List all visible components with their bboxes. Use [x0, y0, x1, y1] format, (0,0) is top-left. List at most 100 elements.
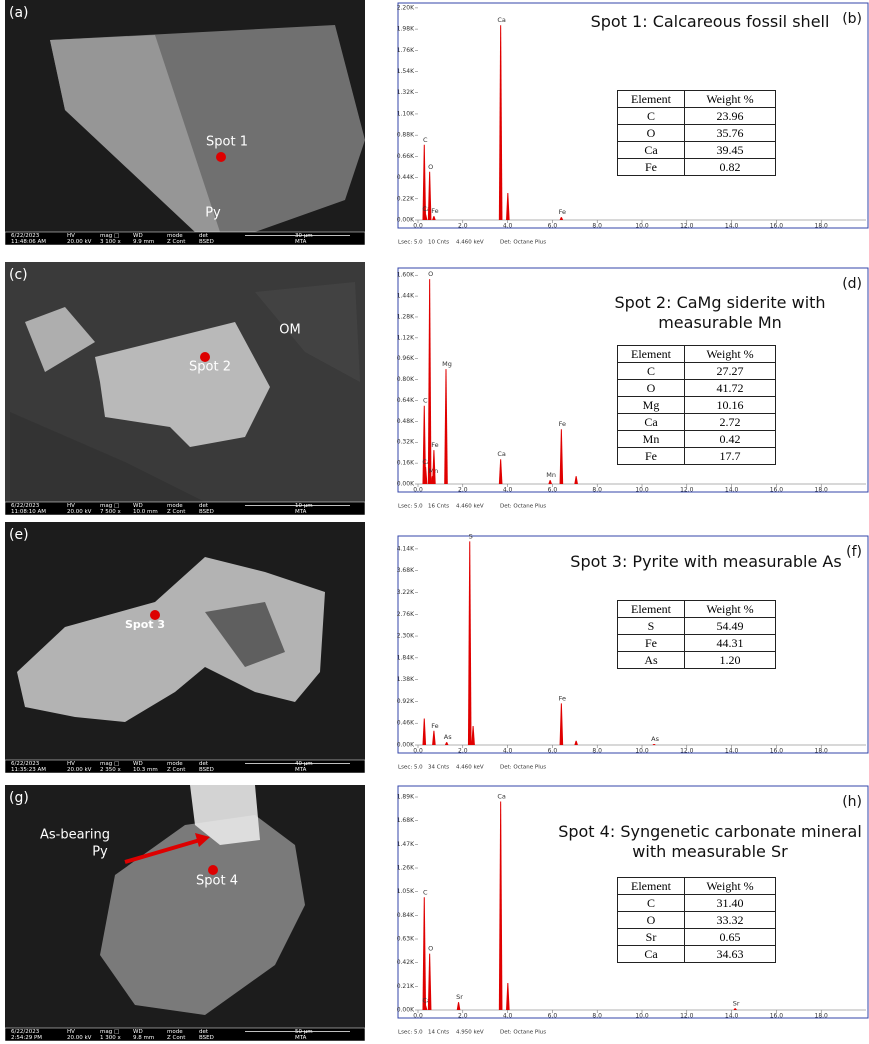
peak [506, 983, 510, 1010]
table-row: O33.32 [618, 912, 776, 929]
peak [574, 741, 578, 745]
info-text: 2:54:29 PM [11, 1035, 42, 1041]
y-tick-label: 0.46K [397, 720, 415, 727]
spot-label: Py [92, 845, 108, 860]
table-cell: C [618, 363, 685, 380]
x-tick-label: 8.0 [592, 487, 602, 494]
info-text: BSED [199, 1035, 214, 1041]
info-text: MTA [295, 767, 307, 773]
x-tick-label: 16.0 [770, 1013, 784, 1020]
peak [560, 429, 564, 484]
spot-label: As-bearing [40, 828, 110, 843]
table-cell: Ca [618, 946, 685, 963]
info-text: BSED [199, 239, 214, 245]
peak [428, 954, 432, 1010]
footer-text: Det: Octane Plus [500, 240, 546, 246]
peak-label: As [651, 735, 659, 743]
table-cell: Mg [618, 397, 685, 414]
info-text: 10.3 mm [133, 767, 158, 773]
table-row: As1.20 [618, 652, 776, 669]
table-cell: O [618, 125, 685, 142]
info-text: Z Cont [167, 509, 186, 515]
spot-label: OM [279, 323, 300, 338]
footer-text: 10 Cnts [428, 240, 449, 246]
peak [499, 25, 503, 220]
spot-marker [216, 152, 226, 162]
peak [499, 459, 503, 484]
panel-label: (d) [842, 276, 862, 292]
x-tick-label: 10.0 [635, 223, 649, 230]
footer-text: Lsec: 5.0 [398, 1030, 423, 1036]
info-bar: 6/22/2023HVmag □WDmodedet10 µm11:08:10 A… [5, 502, 365, 515]
peak-label: As [444, 733, 452, 741]
info-text: 20.00 kV [67, 239, 92, 245]
peak-label: Ca [497, 793, 506, 801]
info-text: 11:08:10 AM [11, 509, 46, 515]
table-cell: 39.45 [685, 142, 776, 159]
y-tick-label: 1.12K [397, 334, 415, 341]
y-tick-label: 1.54K [397, 68, 415, 75]
table-cell: 27.27 [685, 363, 776, 380]
peak-label: Fe [559, 694, 566, 702]
table-cell: Fe [618, 448, 685, 465]
table-header: Element [618, 601, 685, 618]
footer-text: 34 Cnts [428, 765, 449, 771]
y-tick-label: 3.22K [397, 589, 415, 596]
table-header: Weight % [685, 601, 776, 618]
table-header: Element [618, 346, 685, 363]
data-table: ElementWeight %C31.40O33.32Sr0.65Ca34.63 [617, 877, 776, 963]
info-text: 20.00 kV [67, 1035, 92, 1041]
x-tick-label: 0.0 [413, 1013, 423, 1020]
table-cell: 31.40 [685, 895, 776, 912]
peak-label: C [423, 397, 428, 405]
info-text: 20.00 kV [67, 509, 92, 515]
table-cell: C [618, 108, 685, 125]
table-row: Ca39.45 [618, 142, 776, 159]
x-tick-label: 16.0 [770, 487, 784, 494]
table-cell: 23.96 [685, 108, 776, 125]
table-row: Mn0.42 [618, 431, 776, 448]
table-cell: 0.42 [685, 431, 776, 448]
panel-label: (e) [9, 527, 29, 543]
x-tick-label: 2.0 [458, 223, 468, 230]
panel-label: (c) [9, 267, 28, 283]
y-tick-label: 0.92K [397, 698, 415, 705]
y-tick-label: 0.63K [397, 936, 415, 943]
spot-label: Spot 2 [189, 360, 231, 375]
x-tick-label: 0.0 [413, 223, 423, 230]
y-tick-label: 1.60K [397, 272, 415, 279]
peak [422, 897, 426, 1010]
x-tick-label: 8.0 [592, 1013, 602, 1020]
table-cell: 0.82 [685, 159, 776, 176]
y-tick-label: 1.38K [397, 676, 415, 683]
footer-text: 4.460 keV [456, 240, 484, 246]
table-cell: 35.76 [685, 125, 776, 142]
x-tick-label: 10.0 [635, 748, 649, 755]
y-tick-label: 1.68K [397, 817, 415, 824]
sem-image: (g)Spot 4As-bearingPy6/22/2023HVmag □WDm… [5, 785, 365, 1041]
x-tick-label: 8.0 [592, 223, 602, 230]
table-header: Element [618, 878, 685, 895]
x-tick-label: 12.0 [680, 748, 694, 755]
peak-label: C [423, 136, 428, 144]
peak [428, 279, 432, 484]
footer-text: Det: Octane Plus [500, 1030, 546, 1036]
chart-title: Spot 1: Calcareous fossil shell [580, 12, 840, 32]
peak [560, 217, 564, 220]
x-tick-label: 16.0 [770, 748, 784, 755]
peak-label: Ca [497, 450, 506, 458]
spot-label: Spot 3 [125, 618, 165, 631]
data-table: ElementWeight %S54.49Fe44.31As1.20 [617, 600, 776, 669]
x-tick-label: 2.0 [458, 1013, 468, 1020]
y-tick-label: 0.80K [397, 376, 415, 383]
panel-label: (g) [9, 790, 29, 806]
peak-label: Fe [559, 208, 566, 216]
peak-label: Fe [431, 441, 438, 449]
peak [560, 703, 564, 745]
y-tick-label: 1.26K [397, 865, 415, 872]
peak [432, 216, 436, 220]
panel-label: (b) [842, 11, 862, 27]
